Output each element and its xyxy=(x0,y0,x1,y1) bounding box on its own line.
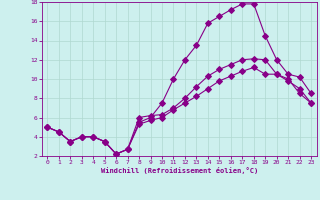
X-axis label: Windchill (Refroidissement éolien,°C): Windchill (Refroidissement éolien,°C) xyxy=(100,167,258,174)
